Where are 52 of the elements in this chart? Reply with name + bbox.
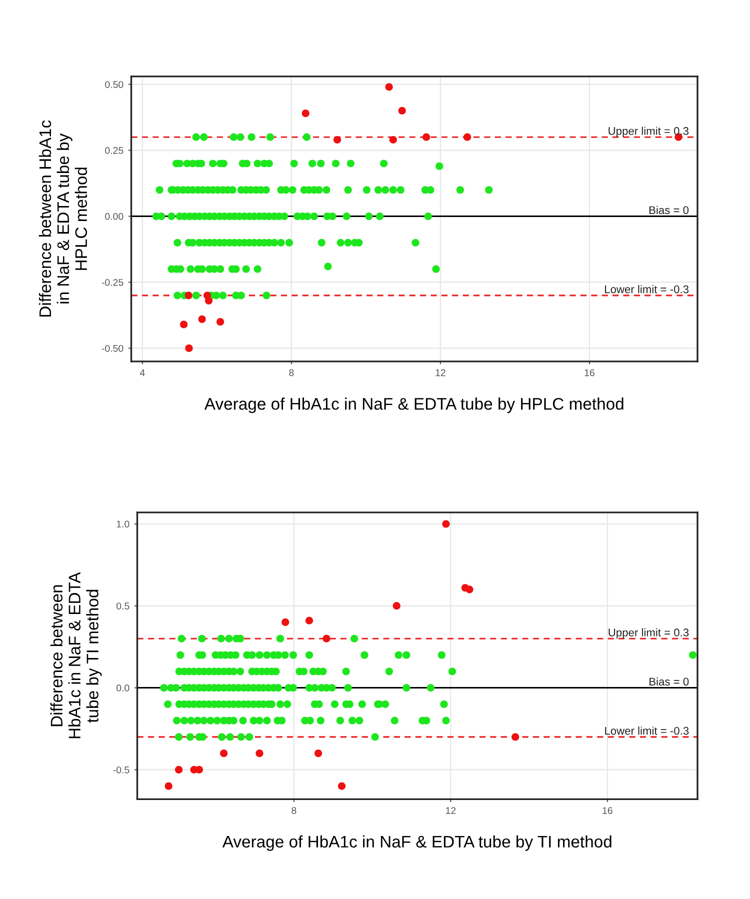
x-axis-title: Average of HbA1c in NaF & EDTA tube by HPLC method xyxy=(204,398,624,414)
point xyxy=(398,106,406,115)
x-axis-title: Average of HbA1c in NaF & EDTA tube by TI method xyxy=(222,835,612,851)
point xyxy=(185,344,193,352)
point xyxy=(216,318,224,326)
point xyxy=(198,315,206,323)
point xyxy=(322,634,330,642)
x-tick-label: 12 xyxy=(446,807,456,814)
x-tick-label: 16 xyxy=(602,807,612,814)
ref-line-label: Upper limit = 0.3 xyxy=(608,126,689,138)
y-tick-label: 0.0 xyxy=(116,684,130,692)
point xyxy=(389,136,397,144)
point xyxy=(164,782,172,790)
ref-line-label: Lower limit = -0.3 xyxy=(605,726,689,735)
y-tick-label: 0.50 xyxy=(105,81,124,88)
point xyxy=(256,750,264,758)
point xyxy=(385,83,393,91)
point xyxy=(174,766,183,774)
point xyxy=(512,733,520,741)
point xyxy=(220,750,228,758)
point xyxy=(392,602,400,610)
point xyxy=(422,133,430,141)
point xyxy=(463,133,472,141)
point xyxy=(305,616,314,624)
x-tick-label: 8 xyxy=(292,807,296,814)
point xyxy=(184,292,192,300)
point xyxy=(180,320,188,328)
x-tick-label: 12 xyxy=(436,369,446,376)
point xyxy=(314,750,322,758)
ref-line-label: Bias = 0 xyxy=(650,677,689,686)
ref-line-label: Upper limit = 0.3 xyxy=(608,628,689,639)
point xyxy=(204,296,213,305)
y-tick-label: 0.5 xyxy=(116,602,130,610)
y-tick-label: 0.00 xyxy=(105,213,124,220)
y-tick-label: -0.25 xyxy=(102,278,124,286)
y-tick-label: 0.25 xyxy=(105,147,124,154)
point xyxy=(338,782,346,790)
point xyxy=(302,110,310,118)
y-tick-label: 1.0 xyxy=(116,520,130,528)
y-tick-label: -0.5 xyxy=(113,766,130,774)
ref-line-label: Bias = 0 xyxy=(649,206,689,214)
point xyxy=(442,520,450,528)
point xyxy=(333,136,342,144)
ref-line-label: Lower limit = -0.3 xyxy=(605,285,689,294)
x-tick-label: 8 xyxy=(289,369,294,376)
y-tick-label: -0.50 xyxy=(102,344,124,352)
y-axis-title: Difference between HbA1c in NaF & EDTA tube by TI method xyxy=(50,572,102,738)
point xyxy=(466,586,474,594)
x-tick-label: 16 xyxy=(584,369,594,376)
point xyxy=(282,618,290,626)
y-axis-title: Difference between HbA1c in NaF & EDTA tube by HPLC method xyxy=(38,120,88,317)
x-tick-label: 4 xyxy=(140,369,145,376)
